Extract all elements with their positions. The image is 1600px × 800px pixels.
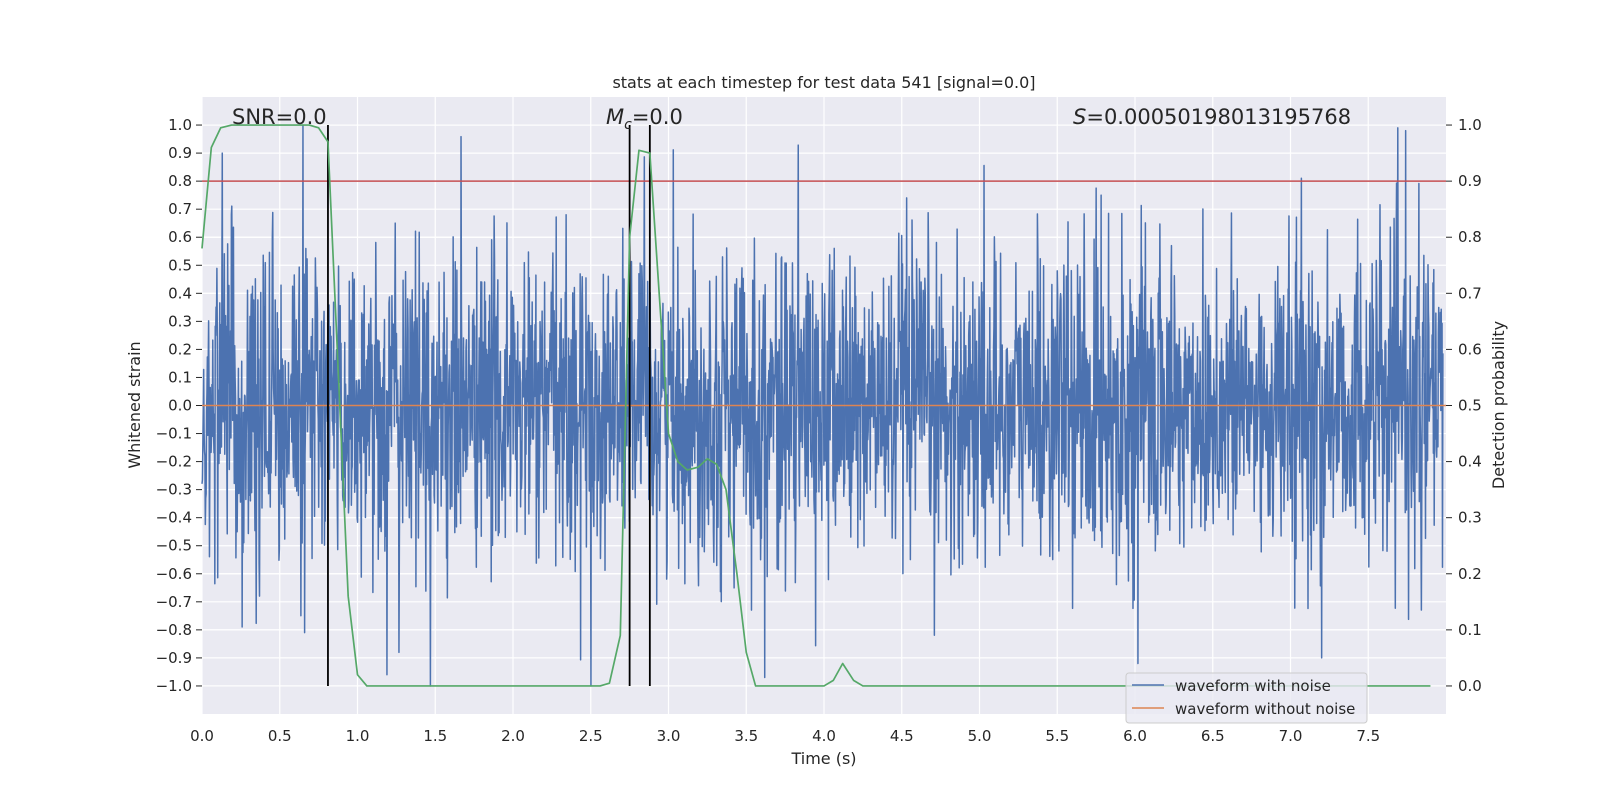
y2-tick-label: 0.4 [1458, 453, 1482, 471]
y-tick-label: −0.3 [156, 481, 192, 499]
x-tick-label: 5.0 [968, 727, 992, 745]
mc-symbol: M [606, 105, 624, 129]
y-tick-label: 0.4 [168, 284, 192, 302]
x-tick-label: 6.5 [1201, 727, 1225, 745]
s-symbol: S [1073, 105, 1086, 129]
y2-tick-label: 0.7 [1458, 284, 1482, 302]
probability-series [201, 124, 1431, 687]
y-tick-label: 0.5 [168, 256, 192, 274]
y2-tick-label: 0.2 [1458, 565, 1482, 583]
y-tick-label: −0.8 [156, 621, 192, 639]
x-tick-label: 3.5 [734, 727, 758, 745]
y2-tick-label: 1.0 [1458, 116, 1482, 134]
x-tick-label: 4.0 [812, 727, 836, 745]
y-tick-label: 0.8 [168, 172, 192, 190]
y-tick-label: −0.2 [156, 453, 192, 471]
legend-box [1125, 672, 1368, 724]
y2-tick-label: 0.9 [1458, 172, 1482, 190]
legend-label-clean: waveform without noise [1175, 700, 1355, 718]
legend-label-noise: waveform with noise [1175, 677, 1331, 695]
y-tick-label: −0.1 [156, 425, 192, 443]
y-tick-label: 0.9 [168, 144, 192, 162]
x-tick-label: 7.0 [1279, 727, 1303, 745]
series-probability-line [201, 124, 1431, 687]
y-tick-label: 0.0 [168, 397, 192, 415]
y-tick-label: 1.0 [168, 116, 192, 134]
vertical-markers [327, 125, 651, 686]
y-tick-label: 0.1 [168, 368, 192, 386]
s-value: =0.00050198013195768 [1086, 105, 1351, 129]
y2-tick-label: 0.1 [1458, 621, 1482, 639]
y2-tick-label: 0.0 [1458, 677, 1482, 695]
y-tick-label: 0.3 [168, 312, 192, 330]
y-tick-label: −0.6 [156, 565, 192, 583]
y-tick-label: −0.9 [156, 649, 192, 667]
legend: waveform with noise waveform without noi… [1125, 672, 1368, 724]
x-tick-label: 0.5 [268, 727, 292, 745]
y-tick-label: −0.4 [156, 509, 192, 527]
y-tick-label: 0.7 [168, 200, 192, 218]
axes: 0.0 0.5 1.0 1.5 2.0 2.5 3.0 3.5 4.0 4.5 5.0 5.5 6.0 6… [156, 116, 1482, 745]
y2-tick-label: 0.3 [1458, 509, 1482, 527]
x-axis-title: Time (s) [790, 749, 856, 768]
noise-series [201, 124, 1444, 687]
y-tick-label: 0.6 [168, 228, 192, 246]
x-tick-label: 6.0 [1123, 727, 1147, 745]
y-tick-label: −0.7 [156, 593, 192, 611]
mc-annotation: Mc=0.0 [606, 105, 683, 133]
series-noise-line [201, 124, 1444, 687]
mc-value: =0.0 [632, 105, 683, 129]
x-tick-label: 0.0 [190, 727, 214, 745]
y-axis-title: Whitened strain [125, 341, 144, 468]
y-tick-label: 0.2 [168, 340, 192, 358]
y2-tick-label: 0.5 [1458, 397, 1482, 415]
chart-title: stats at each timestep for test data 541… [612, 73, 1035, 92]
x-tick-label: 2.0 [501, 727, 525, 745]
x-tick-label: 4.5 [890, 727, 914, 745]
x-tick-label: 1.0 [346, 727, 370, 745]
x-tick-label: 1.5 [423, 727, 447, 745]
y-tick-label: −0.5 [156, 537, 192, 555]
y2-axis-title: Detection probability [1489, 321, 1508, 489]
x-tick-label: 3.0 [657, 727, 681, 745]
x-tick-label: 7.5 [1356, 727, 1380, 745]
y-tick-label: −1.0 [156, 677, 192, 695]
s-annotation: S=0.00050198013195768 [1073, 105, 1351, 129]
y2-tick-label: 0.6 [1458, 340, 1482, 358]
x-tick-label: 2.5 [579, 727, 603, 745]
y2-tick-label: 0.8 [1458, 228, 1482, 246]
x-tick-label: 5.5 [1045, 727, 1069, 745]
mc-subscript: c [624, 117, 632, 133]
snr-annotation: SNR=0.0 [232, 105, 327, 129]
